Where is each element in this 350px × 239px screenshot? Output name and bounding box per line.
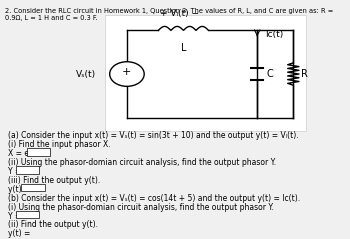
Text: (a) Consider the input x(t) = Vₛ(t) = sin(3t + 10) and the output y(t) = Vₗ(t).: (a) Consider the input x(t) = Vₛ(t) = si…: [8, 131, 298, 140]
Text: (iii) Find the output y(t).: (iii) Find the output y(t).: [8, 176, 100, 185]
FancyBboxPatch shape: [105, 15, 306, 131]
Text: (ii) Find the output y(t).: (ii) Find the output y(t).: [8, 220, 98, 229]
Text: C: C: [267, 69, 273, 79]
Text: R: R: [301, 69, 308, 79]
Text: 2. Consider the RLC circuit in Homework 1, Question 3. The values of R, L, and C: 2. Consider the RLC circuit in Homework …: [5, 8, 333, 21]
Text: L: L: [181, 43, 186, 53]
Text: Vₛ(t): Vₛ(t): [76, 70, 96, 79]
Text: (ii) Using the phasor-domian circuit analysis, find the output phasor Y.: (ii) Using the phasor-domian circuit ana…: [8, 158, 276, 167]
Text: Y =: Y =: [8, 167, 21, 176]
Text: (b) Consider the input x(t) = Vₛ(t) = cos(14t + 5) and the output y(t) = Iᴄ(t).: (b) Consider the input x(t) = Vₛ(t) = co…: [8, 194, 300, 203]
Text: Iᴄ(t): Iᴄ(t): [265, 30, 283, 39]
Text: (i) Using the phasor-domian circuit analysis, find the output phasor Y.: (i) Using the phasor-domian circuit anal…: [8, 203, 274, 212]
Text: Y =: Y =: [8, 212, 21, 221]
Text: + Vₗ(t) −: + Vₗ(t) −: [160, 9, 199, 18]
FancyBboxPatch shape: [21, 184, 45, 191]
Text: y(t) =: y(t) =: [8, 185, 30, 194]
FancyBboxPatch shape: [16, 211, 39, 218]
FancyBboxPatch shape: [16, 166, 39, 174]
Circle shape: [110, 62, 144, 86]
Text: (i) Find the input phasor X.: (i) Find the input phasor X.: [8, 140, 110, 149]
FancyBboxPatch shape: [21, 229, 45, 236]
Text: +: +: [122, 67, 132, 77]
Text: y(t) =: y(t) =: [8, 229, 30, 238]
Text: X = e⁻¹⁰ʲ: X = e⁻¹⁰ʲ: [8, 149, 40, 158]
FancyBboxPatch shape: [27, 148, 50, 156]
